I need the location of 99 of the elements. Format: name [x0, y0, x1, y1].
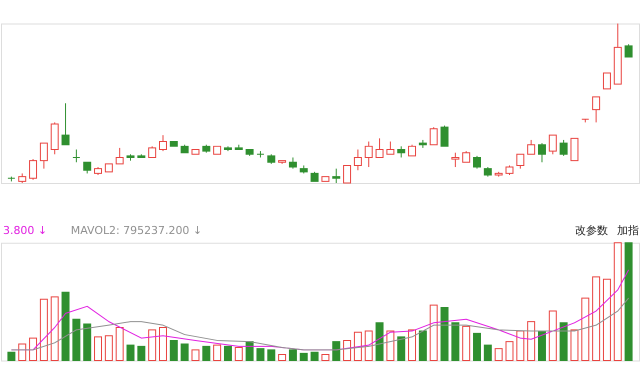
bar	[72, 318, 80, 361]
bar	[538, 330, 546, 361]
bar	[159, 327, 167, 361]
candlestick	[18, 172, 26, 184]
bar	[462, 326, 470, 361]
bar	[408, 329, 416, 361]
candlestick	[560, 139, 568, 156]
bar	[300, 352, 308, 361]
bar	[516, 330, 524, 361]
bar	[581, 298, 590, 361]
candlestick	[516, 154, 524, 170]
candlestick	[40, 142, 48, 170]
candlestick	[397, 146, 406, 158]
bar	[354, 332, 362, 361]
bar	[148, 329, 156, 361]
bar	[343, 340, 352, 361]
bar	[104, 335, 113, 361]
bar	[614, 242, 622, 361]
candlestick	[148, 146, 156, 158]
bar	[170, 340, 178, 361]
bar	[137, 346, 146, 361]
bar	[430, 304, 438, 361]
bar	[213, 344, 222, 361]
bar	[256, 348, 264, 361]
candlestick	[548, 134, 557, 155]
bar	[494, 348, 503, 361]
bar	[278, 354, 286, 361]
bar	[246, 341, 254, 361]
candlestick	[538, 142, 546, 163]
bar	[234, 347, 243, 361]
bar	[267, 349, 276, 361]
candlestick	[624, 44, 633, 58]
candlestick	[310, 171, 319, 182]
text: 加指	[617, 224, 640, 237]
candlestick	[462, 150, 470, 163]
candlestick	[332, 168, 340, 184]
candlestick	[386, 141, 394, 155]
candlestick	[581, 118, 590, 123]
candlestick	[83, 162, 92, 174]
candlestick	[527, 139, 536, 155]
bar	[126, 344, 134, 361]
bar	[94, 336, 102, 361]
bar	[332, 341, 340, 361]
bar	[224, 346, 232, 361]
bar	[310, 352, 319, 361]
bar	[440, 307, 449, 361]
bar	[397, 336, 406, 361]
bar	[83, 323, 92, 361]
candlestick	[267, 154, 276, 164]
candlestick	[364, 141, 373, 168]
bar	[560, 322, 568, 361]
text: 3.800 ↓	[2, 224, 48, 237]
candlestick	[602, 72, 611, 90]
bar	[451, 322, 460, 361]
candlestick	[484, 166, 492, 178]
bar	[386, 330, 394, 361]
bar	[527, 321, 536, 361]
bar	[473, 332, 481, 361]
bar	[506, 341, 514, 361]
text: 改参数	[575, 224, 608, 237]
text: MAVOL2: 795237.200 ↓	[70, 224, 202, 237]
candlestick	[288, 156, 297, 170]
bar	[321, 354, 330, 361]
bar	[624, 242, 633, 361]
bar	[202, 346, 210, 361]
bar	[18, 343, 26, 361]
candlestick	[72, 149, 80, 163]
bar	[62, 292, 70, 361]
bar	[191, 349, 200, 361]
bar	[50, 296, 59, 361]
bar	[376, 322, 384, 361]
bar	[40, 298, 48, 361]
candlestick	[116, 147, 124, 164]
candlestick	[62, 102, 70, 146]
bar	[570, 329, 578, 361]
candlestick	[440, 125, 449, 147]
candlestick	[343, 164, 352, 184]
candlestick	[354, 149, 362, 171]
bar	[7, 352, 16, 361]
bar	[418, 330, 427, 361]
bar	[29, 338, 38, 361]
bar	[548, 310, 557, 361]
candlestick	[376, 138, 384, 158]
bar	[288, 349, 297, 361]
bar	[592, 276, 600, 361]
candlestick	[473, 155, 481, 170]
bar	[364, 330, 373, 361]
candlestick	[408, 144, 416, 156]
candlestick	[159, 134, 167, 152]
candlestick	[451, 152, 460, 168]
bar	[180, 343, 189, 361]
bar	[116, 327, 124, 361]
candlestick	[29, 158, 38, 180]
candlestick	[430, 126, 438, 146]
bar	[484, 344, 492, 361]
candlestick	[506, 164, 514, 176]
candlestick	[592, 96, 600, 123]
bar	[602, 278, 611, 361]
candlestick	[570, 138, 578, 162]
